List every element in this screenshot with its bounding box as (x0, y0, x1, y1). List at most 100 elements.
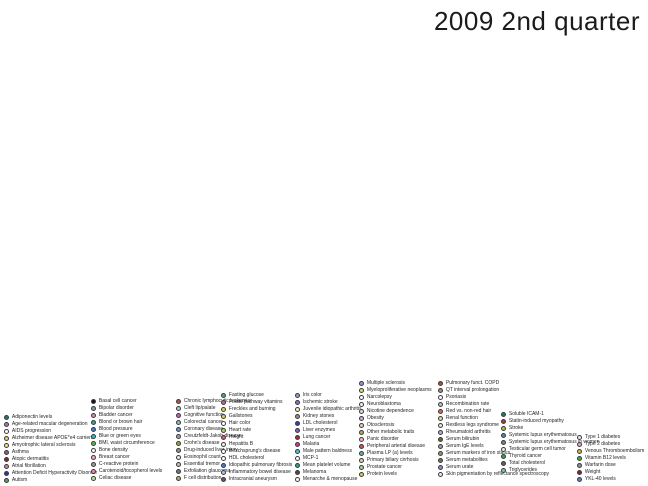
legend-item-label: Type 2 diabetes (584, 441, 621, 447)
legend-item-label: Warfarin dose (584, 462, 616, 468)
legend-item-label: Height (228, 434, 244, 440)
legend-color-dot (501, 467, 507, 474)
legend-item-label: Celiac disease (98, 475, 132, 481)
legend-item-label: Gallstones (228, 413, 253, 419)
legend-color-dot (91, 475, 97, 482)
legend-item-label: Pulmonary funct. COPD (445, 380, 500, 386)
legend-item-label: Total cholesterol (508, 460, 546, 466)
legend-item-label: Lung cancer (302, 434, 331, 440)
legend-item: Psoriasis (438, 394, 466, 401)
legend-item: Blood pressure (91, 426, 133, 433)
legend-color-dot (438, 408, 444, 415)
legend-item: Plasma LP (a) levels (359, 450, 413, 457)
legend-item-label: Menarche & menopause (302, 476, 358, 482)
legend-item-label: Restless legs syndrome (445, 422, 499, 428)
legend-item-label: Venous Thromboembolism (584, 448, 645, 454)
legend-item: Idiopathic pulmonary fibrosis (221, 462, 292, 469)
legend-color-dot (91, 412, 97, 419)
legend-item: Bladder cancer (91, 412, 133, 419)
legend-item: Juvenile idiopathic arthritis (295, 406, 362, 413)
legend-item-label: Attention Deficit Hyperactivity Disorder (11, 470, 98, 476)
legend-color-dot (91, 405, 97, 412)
legend-item: Chronic lymphocytic leukemia (176, 398, 250, 405)
legend-item: Essential tremor (176, 461, 220, 468)
legend-item-label: LDL cholesterol (302, 420, 338, 426)
legend-item-label: Weight (584, 469, 601, 475)
legend-item-label: Serum metabolites (445, 457, 488, 463)
legend-item: Thyroid cancer (501, 453, 542, 460)
legend-item: Systemic lupus erythematosus (501, 432, 577, 439)
legend-item: Breast cancer (91, 454, 130, 461)
legend-color-dot (221, 413, 227, 420)
legend-color-dot (91, 433, 97, 440)
legend-item-label: C-reactive protein (98, 461, 139, 467)
legend-color-dot (577, 441, 583, 448)
legend-item: Cognitive function (176, 412, 224, 419)
legend-color-dot (577, 448, 583, 455)
legend-item-label: Systemic lupus erythematosus (508, 432, 577, 438)
legend-color-dot (295, 392, 301, 399)
legend-item: Malaria (295, 441, 319, 448)
legend-color-dot (577, 462, 583, 469)
legend-item: Serum urate (438, 464, 473, 471)
legend-item: Height (221, 434, 243, 441)
legend-item-label: Type 1 diabetes (584, 434, 621, 440)
legend-color-dot (295, 406, 301, 413)
legend-item: Inflammatory bowel disease (221, 469, 291, 476)
legend-item: QT interval prolongation (438, 387, 499, 394)
legend-item-label: Recombination rate (445, 401, 490, 407)
legend-item-label: AIDS progression (11, 428, 52, 434)
legend-color-dot (359, 415, 365, 422)
legend-item-label: Serum IgE levels (445, 443, 484, 449)
legend-item: Obesity (359, 415, 384, 422)
legend-item: YKL-40 levels (577, 476, 616, 483)
legend-item: Venous Thromboembolism (577, 448, 644, 455)
legend-item: Drug-induced liver injury (176, 447, 238, 454)
legend-item: BMI, waist circumference (91, 440, 155, 447)
legend-color-dot (359, 471, 365, 478)
legend-item: Serum IgE levels (438, 443, 484, 450)
legend-item: Coronary disease (176, 426, 223, 433)
legend-color-dot (501, 446, 507, 453)
legend-item-label: Protein levels (366, 471, 397, 477)
legend-color-dot (438, 464, 444, 471)
legend-item-label: Otosclerosis (366, 422, 395, 428)
legend-color-dot (295, 413, 301, 420)
legend-item: Type 1 diabetes (577, 434, 620, 441)
legend-item-label: Melanoma (302, 469, 327, 475)
legend-item: Pulmonary funct. COPD (438, 380, 499, 387)
legend-color-dot (91, 461, 97, 468)
legend-item: C-reactive protein (91, 461, 138, 468)
legend-item: Creutzfeldt-Jakob disease (176, 433, 242, 440)
legend-color-dot (359, 387, 365, 394)
legend-item: Atrial fibrillation (4, 463, 46, 470)
legend-item: Myeloproliferative neoplasms (359, 387, 432, 394)
legend-item-label: Serum markers of iron status (445, 450, 511, 456)
legend-color-dot (359, 443, 365, 450)
legend-item: Soluble ICAM-1 (501, 411, 544, 418)
legend-color-dot (438, 436, 444, 443)
legend-color-dot (4, 449, 10, 456)
legend-color-dot (176, 461, 182, 468)
legend-item: Red vs. non-red hair (438, 408, 491, 415)
legend-color-dot (438, 443, 444, 450)
legend-color-dot (176, 468, 182, 475)
legend-item-label: MCP-1 (302, 455, 319, 461)
legend-item: Systemic lupus erythematosus in women (501, 439, 599, 446)
legend-item: Type 2 diabetes (577, 441, 620, 448)
legend-item-label: YKL-40 levels (584, 476, 616, 482)
legend-item-label: Juvenile idiopathic arthritis (302, 406, 362, 412)
legend-color-dot (438, 422, 444, 429)
legend-item: Alzheimer disease APOE*e4 carriers (4, 435, 93, 442)
legend-item: Serum markers of iron status (438, 450, 510, 457)
legend-color-dot (91, 468, 97, 475)
legend-color-dot (91, 454, 97, 461)
legend-item: Bipolar disorder (91, 405, 134, 412)
legend-color-dot (438, 450, 444, 457)
legend-item-label: Amyotrophic lateral sclerosis (11, 442, 76, 448)
legend-item: Mean platelet volume (295, 462, 350, 469)
legend-color-dot (501, 425, 507, 432)
legend-color-dot (176, 454, 182, 461)
legend-color-dot (176, 475, 182, 482)
legend-item-label: Prostate cancer (366, 464, 402, 470)
